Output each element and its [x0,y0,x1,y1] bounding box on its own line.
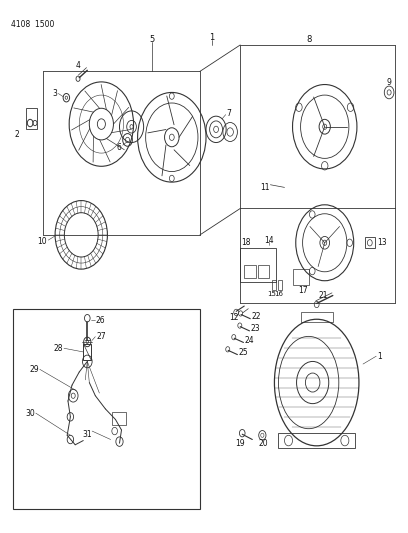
Text: 1: 1 [209,33,215,42]
Text: 16: 16 [274,291,283,297]
Bar [278,433,355,448]
Bar [278,280,282,290]
Bar [293,269,308,285]
Bar [257,265,269,278]
Bar [112,411,126,425]
Text: 13: 13 [377,238,387,247]
Bar [83,343,91,360]
Text: 5: 5 [149,35,154,44]
Bar [272,280,276,290]
Text: 22: 22 [251,312,261,321]
Bar [365,238,375,248]
Text: 27: 27 [96,332,106,341]
Text: 1: 1 [377,352,382,361]
Text: 31: 31 [82,430,92,439]
Text: 3: 3 [52,89,57,98]
Text: 21: 21 [319,291,328,300]
Bar [240,248,277,282]
Bar [244,265,255,278]
Text: 29: 29 [29,365,39,374]
Text: 17: 17 [298,286,307,295]
Bar [13,309,200,509]
Text: 4: 4 [76,61,81,69]
Text: 23: 23 [251,324,260,333]
Bar [26,108,38,130]
Text: 7: 7 [226,109,231,118]
Text: 28: 28 [53,344,63,353]
Text: 11: 11 [260,183,270,192]
Bar [301,312,333,322]
Text: 30: 30 [25,409,35,418]
Text: 6: 6 [117,143,122,152]
Text: 12: 12 [229,313,239,322]
Text: 25: 25 [239,348,248,357]
Text: 19: 19 [235,439,245,448]
Text: 4108  1500: 4108 1500 [11,20,54,29]
Text: 8: 8 [306,35,311,44]
Text: 2: 2 [15,130,20,139]
Text: 14: 14 [264,236,274,245]
Text: 20: 20 [259,439,268,448]
Text: 9: 9 [387,78,392,87]
Text: 24: 24 [245,336,254,345]
Text: 18: 18 [241,238,251,247]
Text: 26: 26 [95,316,105,325]
Text: 15: 15 [267,291,276,297]
Text: 10: 10 [38,237,47,246]
